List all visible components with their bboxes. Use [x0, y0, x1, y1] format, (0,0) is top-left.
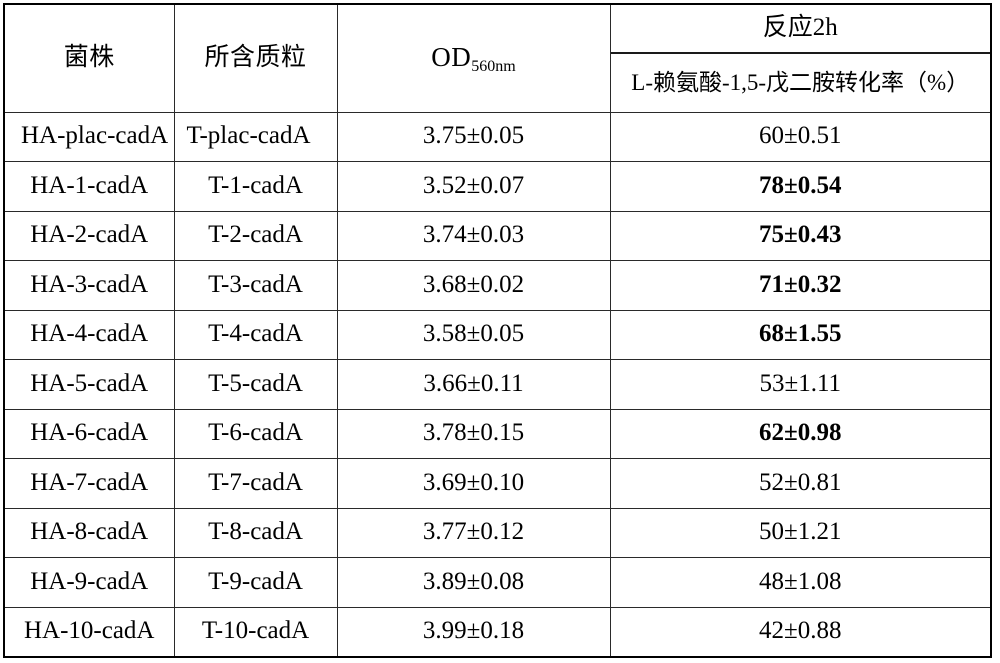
cell-od: 3.66±0.11: [336, 359, 611, 410]
column-header-plasmid: 所含质粒: [173, 3, 338, 113]
cell-plasmid: T-10-cadA: [173, 606, 338, 657]
od-label-subscript: 560nm: [471, 58, 516, 76]
cell-plasmid: T-9-cadA: [173, 557, 338, 608]
table-row: HA-7-cadA T-7-cadA 3.69±0.10 52±0.81: [3, 458, 992, 509]
cell-strain: HA-7-cadA: [3, 458, 175, 509]
cell-od: 3.78±0.15: [336, 408, 611, 459]
column-header-od: OD560nm: [336, 3, 611, 113]
cell-conversion-rate: 78±0.54: [609, 161, 992, 212]
cell-od: 3.68±0.02: [336, 260, 611, 311]
cell-plasmid: T-6-cadA: [173, 408, 338, 459]
cell-od: 3.75±0.05: [336, 111, 611, 162]
conversion-header-metric: L-赖氨酸-1,5-戊二胺转化率（%）: [631, 69, 970, 95]
cell-strain: HA-10-cadA: [3, 606, 175, 657]
cell-plasmid: T-plac-cadA: [173, 111, 338, 162]
cell-conversion-rate: 68±1.55: [609, 309, 992, 360]
cell-plasmid: T-5-cadA: [173, 359, 338, 410]
cell-strain: HA-plac-cadA: [3, 111, 175, 162]
cell-od: 3.77±0.12: [336, 507, 611, 558]
cell-plasmid: T-3-cadA: [173, 260, 338, 311]
cell-plasmid: T-7-cadA: [173, 458, 338, 509]
cell-conversion-rate: 42±0.88: [609, 606, 992, 657]
column-header-conversion-rate: 反应2h L-赖氨酸-1,5-戊二胺转化率（%）: [609, 3, 992, 113]
cell-conversion-rate: 62±0.98: [609, 408, 992, 459]
cell-strain: HA-8-cadA: [3, 507, 175, 558]
cell-strain: HA-9-cadA: [3, 557, 175, 608]
cell-conversion-rate: 60±0.51: [609, 111, 992, 162]
cell-strain: HA-2-cadA: [3, 210, 175, 261]
cell-od: 3.74±0.03: [336, 210, 611, 261]
cell-strain: HA-3-cadA: [3, 260, 175, 311]
header-row: 菌株 所含质粒 OD560nm 反应2h L-赖氨酸-1,5-戊二胺转化率（%）: [3, 3, 992, 113]
table-row: HA-5-cadA T-5-cadA 3.66±0.11 53±1.11: [3, 359, 992, 410]
results-table: 菌株 所含质粒 OD560nm 反应2h L-赖氨酸-1,5-戊二胺转化率（%）…: [3, 3, 992, 658]
cell-conversion-rate: 50±1.21: [609, 507, 992, 558]
cell-strain: HA-1-cadA: [3, 161, 175, 212]
table-row: HA-plac-cadA T-plac-cadA 3.75±0.05 60±0.51: [3, 111, 992, 162]
cell-od: 3.52±0.07: [336, 161, 611, 212]
table-row: HA-6-cadA T-6-cadA 3.78±0.15 62±0.98: [3, 408, 992, 459]
cell-strain: HA-6-cadA: [3, 408, 175, 459]
cell-strain: HA-4-cadA: [3, 309, 175, 360]
conversion-header-stack: 反应2h L-赖氨酸-1,5-戊二胺转化率（%）: [610, 5, 990, 112]
cell-conversion-rate: 53±1.11: [609, 359, 992, 410]
od-label: OD560nm: [431, 42, 516, 76]
cell-plasmid: T-8-cadA: [173, 507, 338, 558]
cell-od: 3.89±0.08: [336, 557, 611, 608]
cell-strain: HA-5-cadA: [3, 359, 175, 410]
cell-conversion-rate: 48±1.08: [609, 557, 992, 608]
cell-plasmid: T-1-cadA: [173, 161, 338, 212]
cell-plasmid: T-2-cadA: [173, 210, 338, 261]
table-row: HA-8-cadA T-8-cadA 3.77±0.12 50±1.21: [3, 507, 992, 558]
cell-conversion-rate: 52±0.81: [609, 458, 992, 509]
cell-conversion-rate: 71±0.32: [609, 260, 992, 311]
table-row: HA-10-cadA T-10-cadA 3.99±0.18 42±0.88: [3, 606, 992, 657]
table-row: HA-2-cadA T-2-cadA 3.74±0.03 75±0.43: [3, 210, 992, 261]
table-row: HA-4-cadA T-4-cadA 3.58±0.05 68±1.55: [3, 309, 992, 360]
cell-od: 3.58±0.05: [336, 309, 611, 360]
cell-conversion-rate: 75±0.43: [609, 210, 992, 261]
column-header-strain: 菌株: [3, 3, 175, 113]
table-row: HA-1-cadA T-1-cadA 3.52±0.07 78±0.54: [3, 161, 992, 212]
cell-plasmid: T-4-cadA: [173, 309, 338, 360]
cell-od: 3.99±0.18: [336, 606, 611, 657]
table-row: HA-3-cadA T-3-cadA 3.68±0.02 71±0.32: [3, 260, 992, 311]
od-label-base: OD: [431, 42, 472, 73]
table-body: HA-plac-cadA T-plac-cadA 3.75±0.05 60±0.51 H…: [3, 111, 992, 657]
conversion-header-reaction-time: 反应2h: [610, 5, 990, 54]
table-row: HA-9-cadA T-9-cadA 3.89±0.08 48±1.08: [3, 557, 992, 608]
cell-od: 3.69±0.10: [336, 458, 611, 509]
table-header: 菌株 所含质粒 OD560nm 反应2h L-赖氨酸-1,5-戊二胺转化率（%）: [3, 3, 992, 113]
